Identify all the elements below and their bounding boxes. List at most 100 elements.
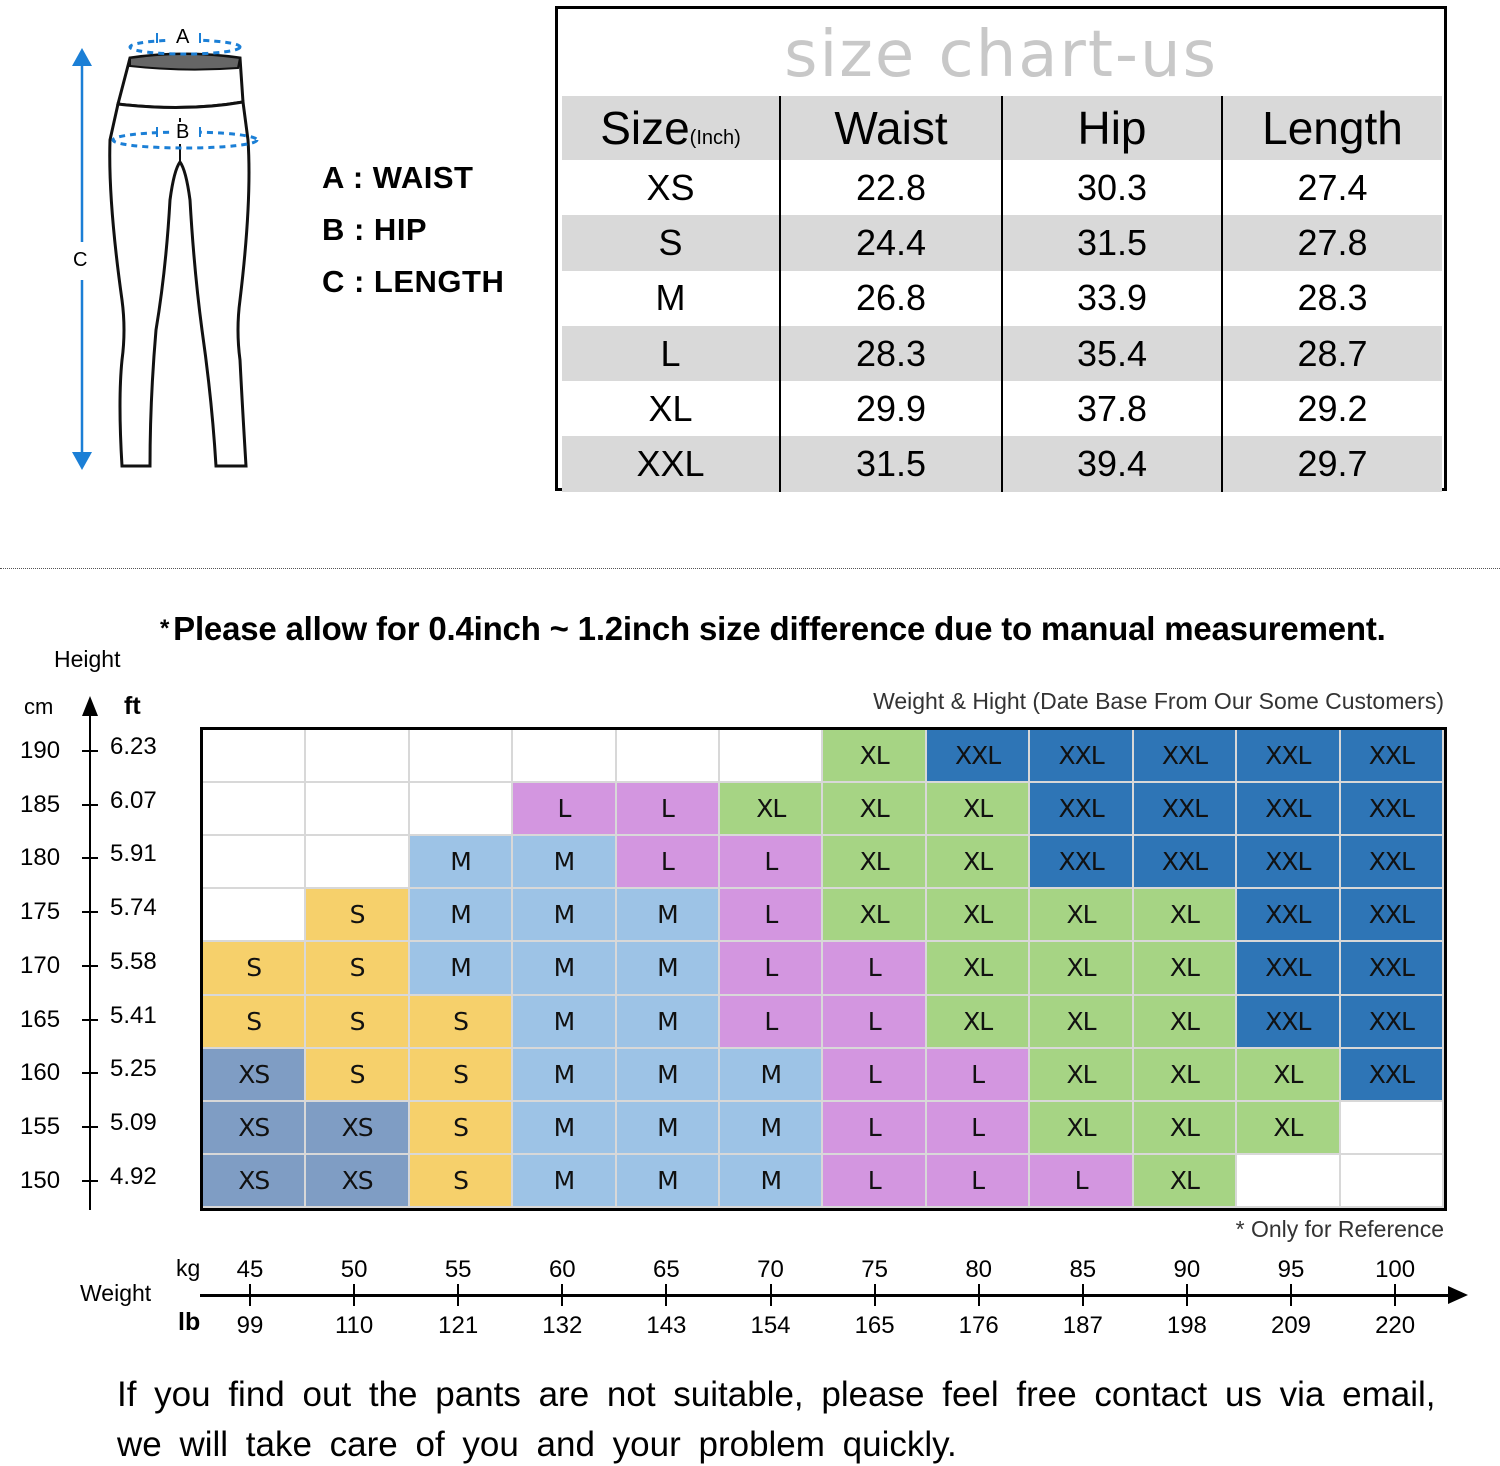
table-row: XL 29.9 37.8 29.2 xyxy=(562,381,1442,437)
x-tick-kg: 50 xyxy=(340,1256,368,1283)
y-tick-ft: 5.91 xyxy=(110,840,157,868)
grid-cell: M xyxy=(616,889,721,943)
grid-cell: XL xyxy=(1030,942,1134,996)
grid-cell: XL xyxy=(1133,1048,1238,1102)
grid-cell: XL xyxy=(1237,1101,1341,1155)
table-header-row: Size(Inch) Waist Hip Length xyxy=(562,96,1442,160)
x-tick: 60 132 xyxy=(522,1256,602,1342)
grid-cell: XXL xyxy=(1030,836,1134,890)
x-tick-lb: 187 xyxy=(1062,1312,1103,1339)
legend-waist: A : WAIST xyxy=(322,160,474,195)
grid-cell: L xyxy=(823,1154,927,1208)
grid-cell: XXL xyxy=(1237,836,1341,890)
legend-length: C : LENGTH xyxy=(322,264,505,299)
x-tick-kg: 75 xyxy=(861,1256,888,1283)
y-tick-cm: 175 xyxy=(20,898,61,926)
grid-cell: XXL xyxy=(1133,783,1238,837)
x-tick-lb: 220 xyxy=(1375,1312,1416,1339)
grid-cell xyxy=(306,783,410,837)
y-tick: 185 6.07 xyxy=(0,781,200,835)
grid-cell xyxy=(1237,1154,1341,1208)
measurement-legend: A : WAIST B : HIP C : LENGTH xyxy=(322,152,504,308)
grid-cell: XL xyxy=(823,730,927,784)
grid-cell: XL xyxy=(1133,942,1238,996)
y-tick-mark xyxy=(82,1072,98,1075)
y-tick: 150 4.92 xyxy=(0,1157,200,1211)
grid-cell: M xyxy=(616,1048,721,1102)
grid-cell: XS xyxy=(203,1101,307,1155)
x-tick-lb: 143 xyxy=(646,1312,687,1339)
grid-cell: M xyxy=(409,942,514,996)
y-tick-ft: 5.25 xyxy=(110,1055,157,1083)
grid-cell xyxy=(306,836,410,890)
table-row: M 26.8 33.9 28.3 xyxy=(562,270,1442,326)
grid-cell: XL xyxy=(823,836,927,890)
y-tick-ft: 5.41 xyxy=(110,1001,157,1029)
x-tick-mark xyxy=(561,1284,564,1306)
grid-cell: XS xyxy=(306,1154,410,1208)
marker-c: C xyxy=(73,249,88,272)
x-tick-mark xyxy=(1394,1284,1397,1306)
grid-cell: M xyxy=(616,995,721,1049)
grid-cell xyxy=(1340,1101,1444,1155)
grid-cell xyxy=(203,836,307,890)
grid-cell: L xyxy=(720,836,824,890)
y-tick-mark xyxy=(82,1018,98,1021)
size-chart-title: size chart-us xyxy=(784,18,1218,92)
y-unit-cm: cm xyxy=(24,694,54,719)
y-tick: 165 5.41 xyxy=(0,996,200,1050)
x-tick-kg: 70 xyxy=(757,1256,784,1283)
grid-cell xyxy=(720,730,824,784)
x-tick-mark xyxy=(873,1284,876,1306)
grid-cell xyxy=(409,783,514,837)
grid-cell: XL xyxy=(1133,889,1238,943)
footer-line-1: If you find out the pants are not suitab… xyxy=(117,1375,1436,1414)
grid-cell: M xyxy=(513,889,617,943)
size-table: Size(Inch) Waist Hip Length XS 22.8 30.3… xyxy=(562,96,1442,492)
y-tick: 170 5.58 xyxy=(0,942,200,996)
y-tick-cm: 160 xyxy=(20,1059,61,1087)
y-unit-ft: ft xyxy=(124,692,141,720)
x-tick-kg: 85 xyxy=(1069,1256,1097,1283)
x-axis-line xyxy=(200,1294,1452,1297)
y-axis-line xyxy=(89,706,91,1210)
grid-cell: M xyxy=(513,1048,617,1102)
grid-cell: L xyxy=(926,1154,1031,1208)
y-tick-ft: 5.74 xyxy=(110,894,157,922)
grid-cell: L xyxy=(823,1101,927,1155)
x-tick: 70 154 xyxy=(731,1256,811,1342)
grid-cell: XL xyxy=(926,836,1031,890)
size-unit: (Inch) xyxy=(689,127,741,149)
grid-cell: XL xyxy=(1030,1101,1134,1155)
grid-cell: S xyxy=(306,1048,410,1102)
grid-cell: XL xyxy=(1030,1048,1134,1102)
y-tick-mark xyxy=(82,750,98,752)
x-axis-title: Weight xyxy=(80,1280,152,1306)
grid-cell: XL xyxy=(926,942,1031,996)
y-axis-title: Height xyxy=(54,646,121,672)
x-tick-mark xyxy=(977,1284,980,1306)
grid-cell: XXL xyxy=(1030,730,1134,784)
y-tick-cm: 190 xyxy=(20,737,61,764)
grid-cell: XL xyxy=(1237,1048,1341,1102)
legend-hip: B : HIP xyxy=(322,212,428,247)
chart-subtitle: Weight & Hight (Date Base From Our Some … xyxy=(873,688,1444,714)
x-tick: 95 209 xyxy=(1251,1256,1331,1342)
grid-cell: XXL xyxy=(1237,942,1341,996)
grid-cell: M xyxy=(409,889,514,943)
x-unit-kg: kg xyxy=(176,1255,201,1281)
size-heatmap-grid: XL XXL XXL XXL XXL XXL L L XL XL XL XXL XXL XXL XXL M M L… xyxy=(200,727,1447,1211)
grid-cell: XXL xyxy=(1340,836,1444,890)
grid-cell xyxy=(616,730,721,784)
asterisk: * xyxy=(160,615,170,642)
x-tick-kg: 90 xyxy=(1173,1256,1201,1283)
grid-cell: XL xyxy=(926,995,1031,1049)
grid-cell: L xyxy=(1030,1154,1134,1208)
x-tick-lb: 209 xyxy=(1270,1312,1312,1339)
section-divider xyxy=(0,568,1500,569)
x-tick-kg: 95 xyxy=(1277,1256,1305,1283)
y-tick: 175 5.74 xyxy=(0,888,200,942)
y-tick-ft: 6.07 xyxy=(110,786,157,814)
grid-cell: XXL xyxy=(1133,836,1238,890)
grid-cell: XS xyxy=(203,1048,307,1102)
